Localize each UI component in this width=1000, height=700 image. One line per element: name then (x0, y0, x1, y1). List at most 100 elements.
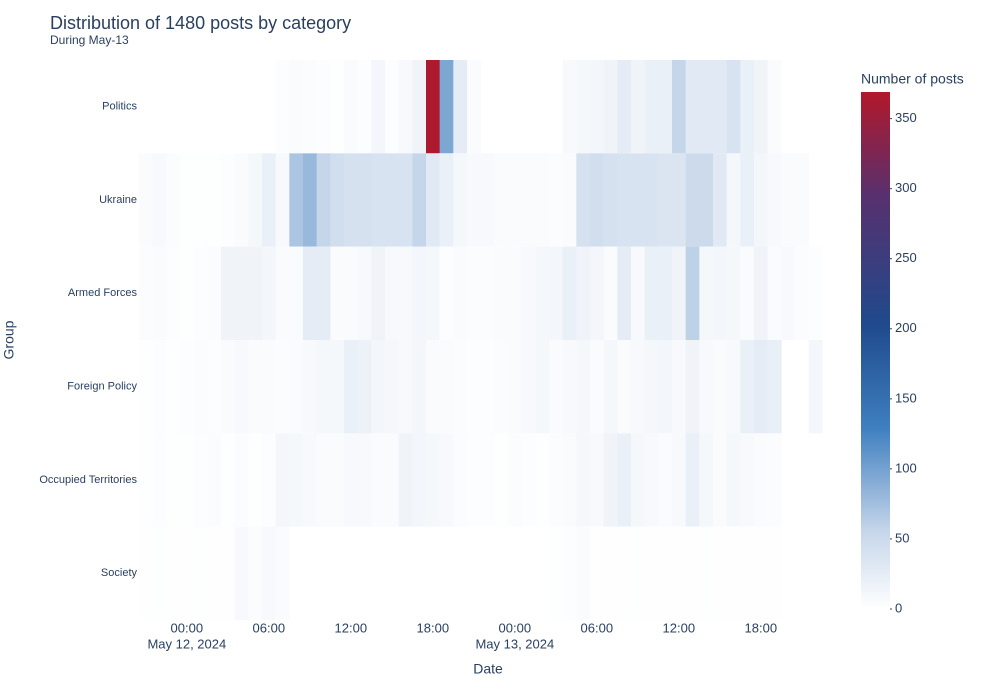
heat-cell (275, 153, 290, 247)
heat-cell (316, 340, 331, 434)
heat-cell (303, 433, 317, 527)
heat-cell (494, 433, 509, 527)
heat-cell (576, 246, 591, 340)
heat-cell (494, 340, 509, 434)
x-tick-label: 06:00 (253, 620, 286, 635)
heat-cell (289, 340, 304, 434)
heat-cell (713, 526, 727, 620)
heat-cell (631, 526, 645, 620)
heat-cell (576, 526, 591, 620)
heat-cell (221, 153, 235, 247)
heat-cell (549, 526, 563, 620)
heat-cell (193, 153, 208, 247)
colorbar-tick-label: 50 (895, 530, 909, 545)
heat-cell (275, 246, 290, 340)
heat-cell (221, 526, 235, 620)
colorbar (861, 92, 890, 609)
heat-cell (590, 246, 604, 340)
heat-cell (180, 433, 194, 527)
heat-cell (207, 340, 222, 434)
heat-cell (617, 433, 632, 527)
heat-cell (316, 153, 331, 247)
heat-cell (385, 340, 399, 434)
heat-cell (426, 153, 440, 247)
heat-cell (494, 153, 509, 247)
heat-cell (644, 60, 659, 154)
heat-cell (576, 60, 591, 154)
heat-cell (754, 433, 768, 527)
heat-cell (139, 153, 153, 247)
y-tick-label: Occupied Territories (39, 474, 137, 486)
heat-cell (193, 526, 208, 620)
heat-cell (740, 433, 755, 527)
heat-cell (248, 246, 263, 340)
heat-cell (672, 153, 686, 247)
heat-cell (535, 153, 550, 247)
chart-subtitle: During May-13 (50, 33, 129, 47)
heat-cell (262, 340, 276, 434)
heat-cell (590, 340, 604, 434)
heat-cell (713, 60, 727, 154)
heat-cell (152, 526, 167, 620)
heat-cell (385, 153, 399, 247)
heat-cell (453, 60, 468, 154)
heat-cell (248, 433, 263, 527)
heat-cell (467, 60, 481, 154)
heat-cell (603, 60, 618, 154)
heat-cell (371, 246, 386, 340)
heat-cell (221, 340, 235, 434)
heat-cell (207, 153, 222, 247)
heat-cell (344, 60, 358, 154)
heat-cell (658, 246, 673, 340)
heat-cell (713, 433, 727, 527)
heat-cell (193, 340, 208, 434)
heat-cell (631, 246, 645, 340)
heat-cell (330, 153, 345, 247)
heat-cell (357, 153, 372, 247)
colorbar-tick-label: 100 (895, 460, 917, 475)
heat-cell (180, 246, 194, 340)
heat-cell (289, 246, 304, 340)
heat-cell (699, 246, 714, 340)
heat-cell (248, 526, 263, 620)
heat-cell (754, 60, 768, 154)
heat-cell (644, 526, 659, 620)
heat-cell (480, 246, 495, 340)
heat-cell (426, 60, 440, 154)
heat-cell (398, 433, 413, 527)
heat-cell (412, 340, 427, 434)
heat-cell (562, 246, 577, 340)
heat-cell (412, 433, 427, 527)
heat-cell (672, 340, 686, 434)
heat-cell (344, 433, 358, 527)
heat-cell (672, 60, 686, 154)
heat-cell (508, 153, 522, 247)
heat-cell (275, 340, 290, 434)
y-tick-label: Society (101, 567, 138, 579)
heat-cell (603, 433, 618, 527)
heat-cell (658, 60, 673, 154)
heat-cell (330, 433, 345, 527)
colorbar-tick-label: 200 (895, 320, 917, 335)
heat-cell (781, 246, 796, 340)
heat-cell (767, 153, 782, 247)
heat-cell (221, 433, 235, 527)
heat-cell (303, 246, 317, 340)
heat-cell (480, 153, 495, 247)
heat-cell (713, 246, 727, 340)
x-tick-label: 18:00 (745, 620, 778, 635)
heat-cell (685, 246, 700, 340)
heat-cell (767, 340, 782, 434)
heat-cell (562, 433, 577, 527)
heat-cell (576, 433, 591, 527)
heat-cell (180, 526, 194, 620)
heat-cell (508, 246, 522, 340)
heat-cell (521, 246, 536, 340)
heat-cell (439, 153, 454, 247)
heat-cell (767, 526, 782, 620)
x-tick-label: 06:00 (581, 620, 614, 635)
heat-cell (139, 433, 153, 527)
heat-cell (590, 60, 604, 154)
heat-cell (535, 433, 550, 527)
